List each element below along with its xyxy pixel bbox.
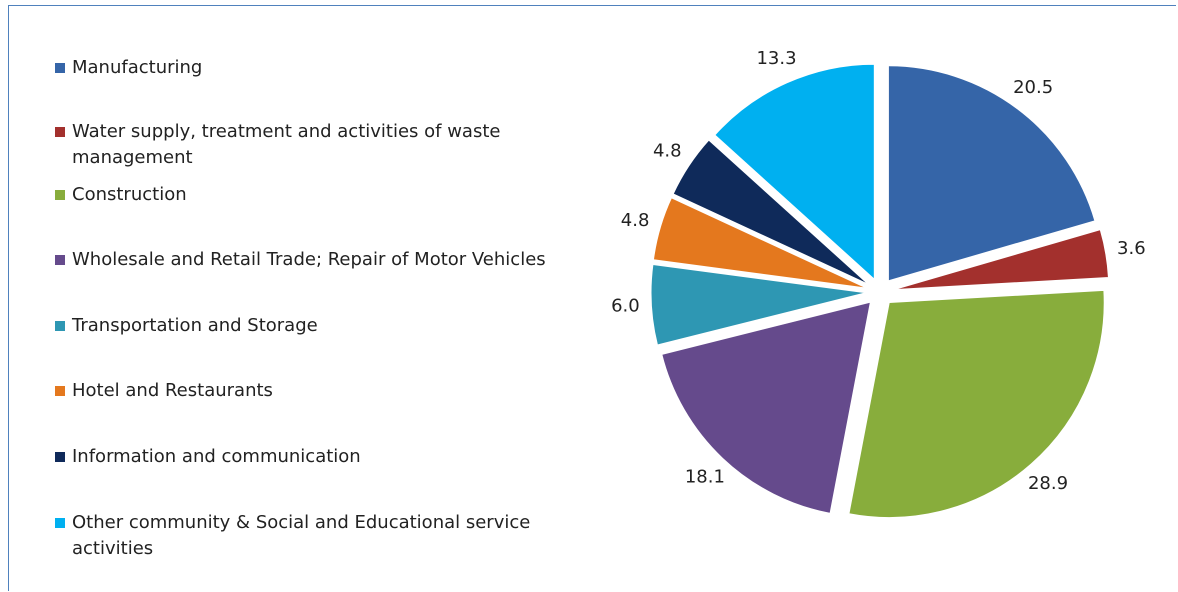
legend-item: Wholesale and Retail Trade; Repair of Mo…	[55, 247, 565, 273]
legend-item: Construction	[55, 182, 565, 208]
pie-slice	[848, 289, 1105, 518]
legend-item: Transportation and Storage	[55, 313, 565, 339]
pie-slice	[672, 139, 869, 285]
data-label: 20.5	[1013, 77, 1053, 98]
data-label: 18.1	[685, 466, 725, 487]
legend-swatch	[55, 255, 65, 265]
legend-label: Manufacturing	[72, 57, 203, 78]
legend-label: Information and communication	[72, 446, 361, 467]
legend-label: Wholesale and Retail Trade; Repair of Mo…	[72, 249, 546, 270]
legend-swatch	[55, 63, 65, 73]
pie-slice	[893, 229, 1109, 291]
pie-slice	[887, 65, 1096, 282]
legend-label: Other community & Social and Educational…	[72, 512, 531, 559]
legend-swatch	[55, 321, 65, 331]
data-label: 13.3	[756, 48, 796, 69]
pie-slice	[714, 63, 875, 281]
data-label: 4.8	[621, 210, 650, 231]
legend-item: Information and communication	[55, 444, 565, 470]
legend-swatch	[55, 190, 65, 200]
data-label: 4.8	[653, 140, 682, 161]
legend-item: Hotel and Restaurants	[55, 378, 565, 404]
legend-swatch	[55, 386, 65, 396]
pie-slice	[650, 263, 867, 346]
data-label: 3.6	[1117, 238, 1146, 259]
pie-slice	[661, 301, 872, 514]
data-label: 28.9	[1028, 473, 1068, 494]
legend-item: Manufacturing	[55, 55, 565, 81]
legend-swatch	[55, 452, 65, 462]
legend-swatch	[55, 518, 65, 528]
legend-swatch	[55, 127, 65, 137]
data-label: 6.0	[611, 295, 640, 316]
chart-frame	[8, 5, 1176, 591]
legend-label: Construction	[72, 184, 187, 205]
legend-item: Water supply, treatment and activities o…	[55, 119, 565, 171]
legend-label: Water supply, treatment and activities o…	[72, 121, 501, 168]
legend-label: Transportation and Storage	[72, 315, 318, 336]
legend-item: Other community & Social and Educational…	[55, 510, 565, 562]
legend-label: Hotel and Restaurants	[72, 380, 273, 401]
pie-slice	[652, 197, 867, 289]
